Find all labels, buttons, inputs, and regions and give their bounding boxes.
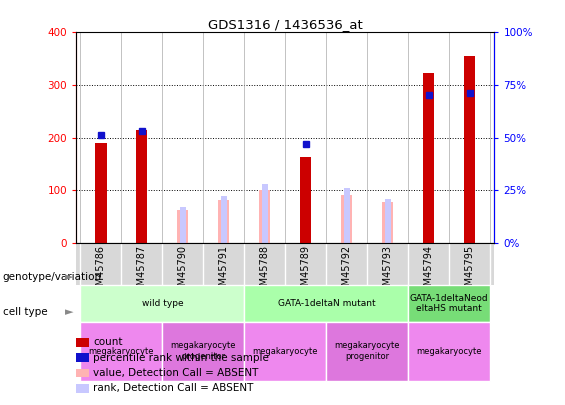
Bar (136, 130, 147, 243)
Bar (76, 243, 494, 286)
Text: GSM45791: GSM45791 (219, 245, 229, 298)
Bar (341, 195, 353, 243)
Bar (80, 322, 162, 381)
Text: megakaryocyte: megakaryocyte (89, 347, 154, 356)
Text: GSM45794: GSM45794 (424, 245, 434, 298)
Bar (408, 322, 490, 381)
Bar (385, 198, 390, 243)
Bar (218, 200, 229, 243)
Bar (162, 322, 244, 381)
Text: megakaryocyte: megakaryocyte (253, 347, 318, 356)
Bar (221, 196, 227, 243)
Bar (408, 286, 490, 322)
Text: rank, Detection Call = ABSENT: rank, Detection Call = ABSENT (93, 384, 254, 393)
Text: GSM45790: GSM45790 (178, 245, 188, 298)
Text: ►: ► (65, 273, 73, 282)
Bar (244, 322, 327, 381)
Text: wild type: wild type (142, 299, 183, 308)
Text: megakaryocyte
progenitor: megakaryocyte progenitor (334, 341, 400, 361)
Bar (177, 210, 189, 243)
Bar (423, 73, 434, 243)
Text: GATA-1deltaN mutant: GATA-1deltaN mutant (277, 299, 375, 308)
Title: GDS1316 / 1436536_at: GDS1316 / 1436536_at (208, 18, 363, 31)
Text: GSM45787: GSM45787 (137, 245, 147, 298)
Bar (259, 190, 271, 243)
Text: megakaryocyte: megakaryocyte (416, 347, 482, 356)
Text: GSM45786: GSM45786 (96, 245, 106, 298)
Bar (80, 286, 244, 322)
Bar (300, 157, 311, 243)
Bar (244, 286, 408, 322)
Text: GSM45788: GSM45788 (260, 245, 270, 298)
Bar (262, 184, 268, 243)
Text: megakaryocyte
progenitor: megakaryocyte progenitor (171, 341, 236, 361)
Bar (344, 188, 350, 243)
Text: GSM45789: GSM45789 (301, 245, 311, 298)
Text: percentile rank within the sample: percentile rank within the sample (93, 353, 269, 362)
Text: GATA-1deltaNeod
eltaHS mutant: GATA-1deltaNeod eltaHS mutant (410, 294, 489, 313)
Bar (95, 143, 107, 243)
Bar (327, 322, 408, 381)
Bar (382, 202, 393, 243)
Text: value, Detection Call = ABSENT: value, Detection Call = ABSENT (93, 368, 259, 378)
Text: GSM45793: GSM45793 (383, 245, 393, 298)
Bar (180, 207, 186, 243)
Text: genotype/variation: genotype/variation (3, 273, 102, 282)
Bar (464, 56, 475, 243)
Text: GSM45792: GSM45792 (342, 245, 352, 298)
Text: cell type: cell type (3, 307, 47, 317)
Text: GSM45795: GSM45795 (465, 245, 475, 298)
Text: ►: ► (65, 307, 73, 317)
Text: count: count (93, 337, 123, 347)
